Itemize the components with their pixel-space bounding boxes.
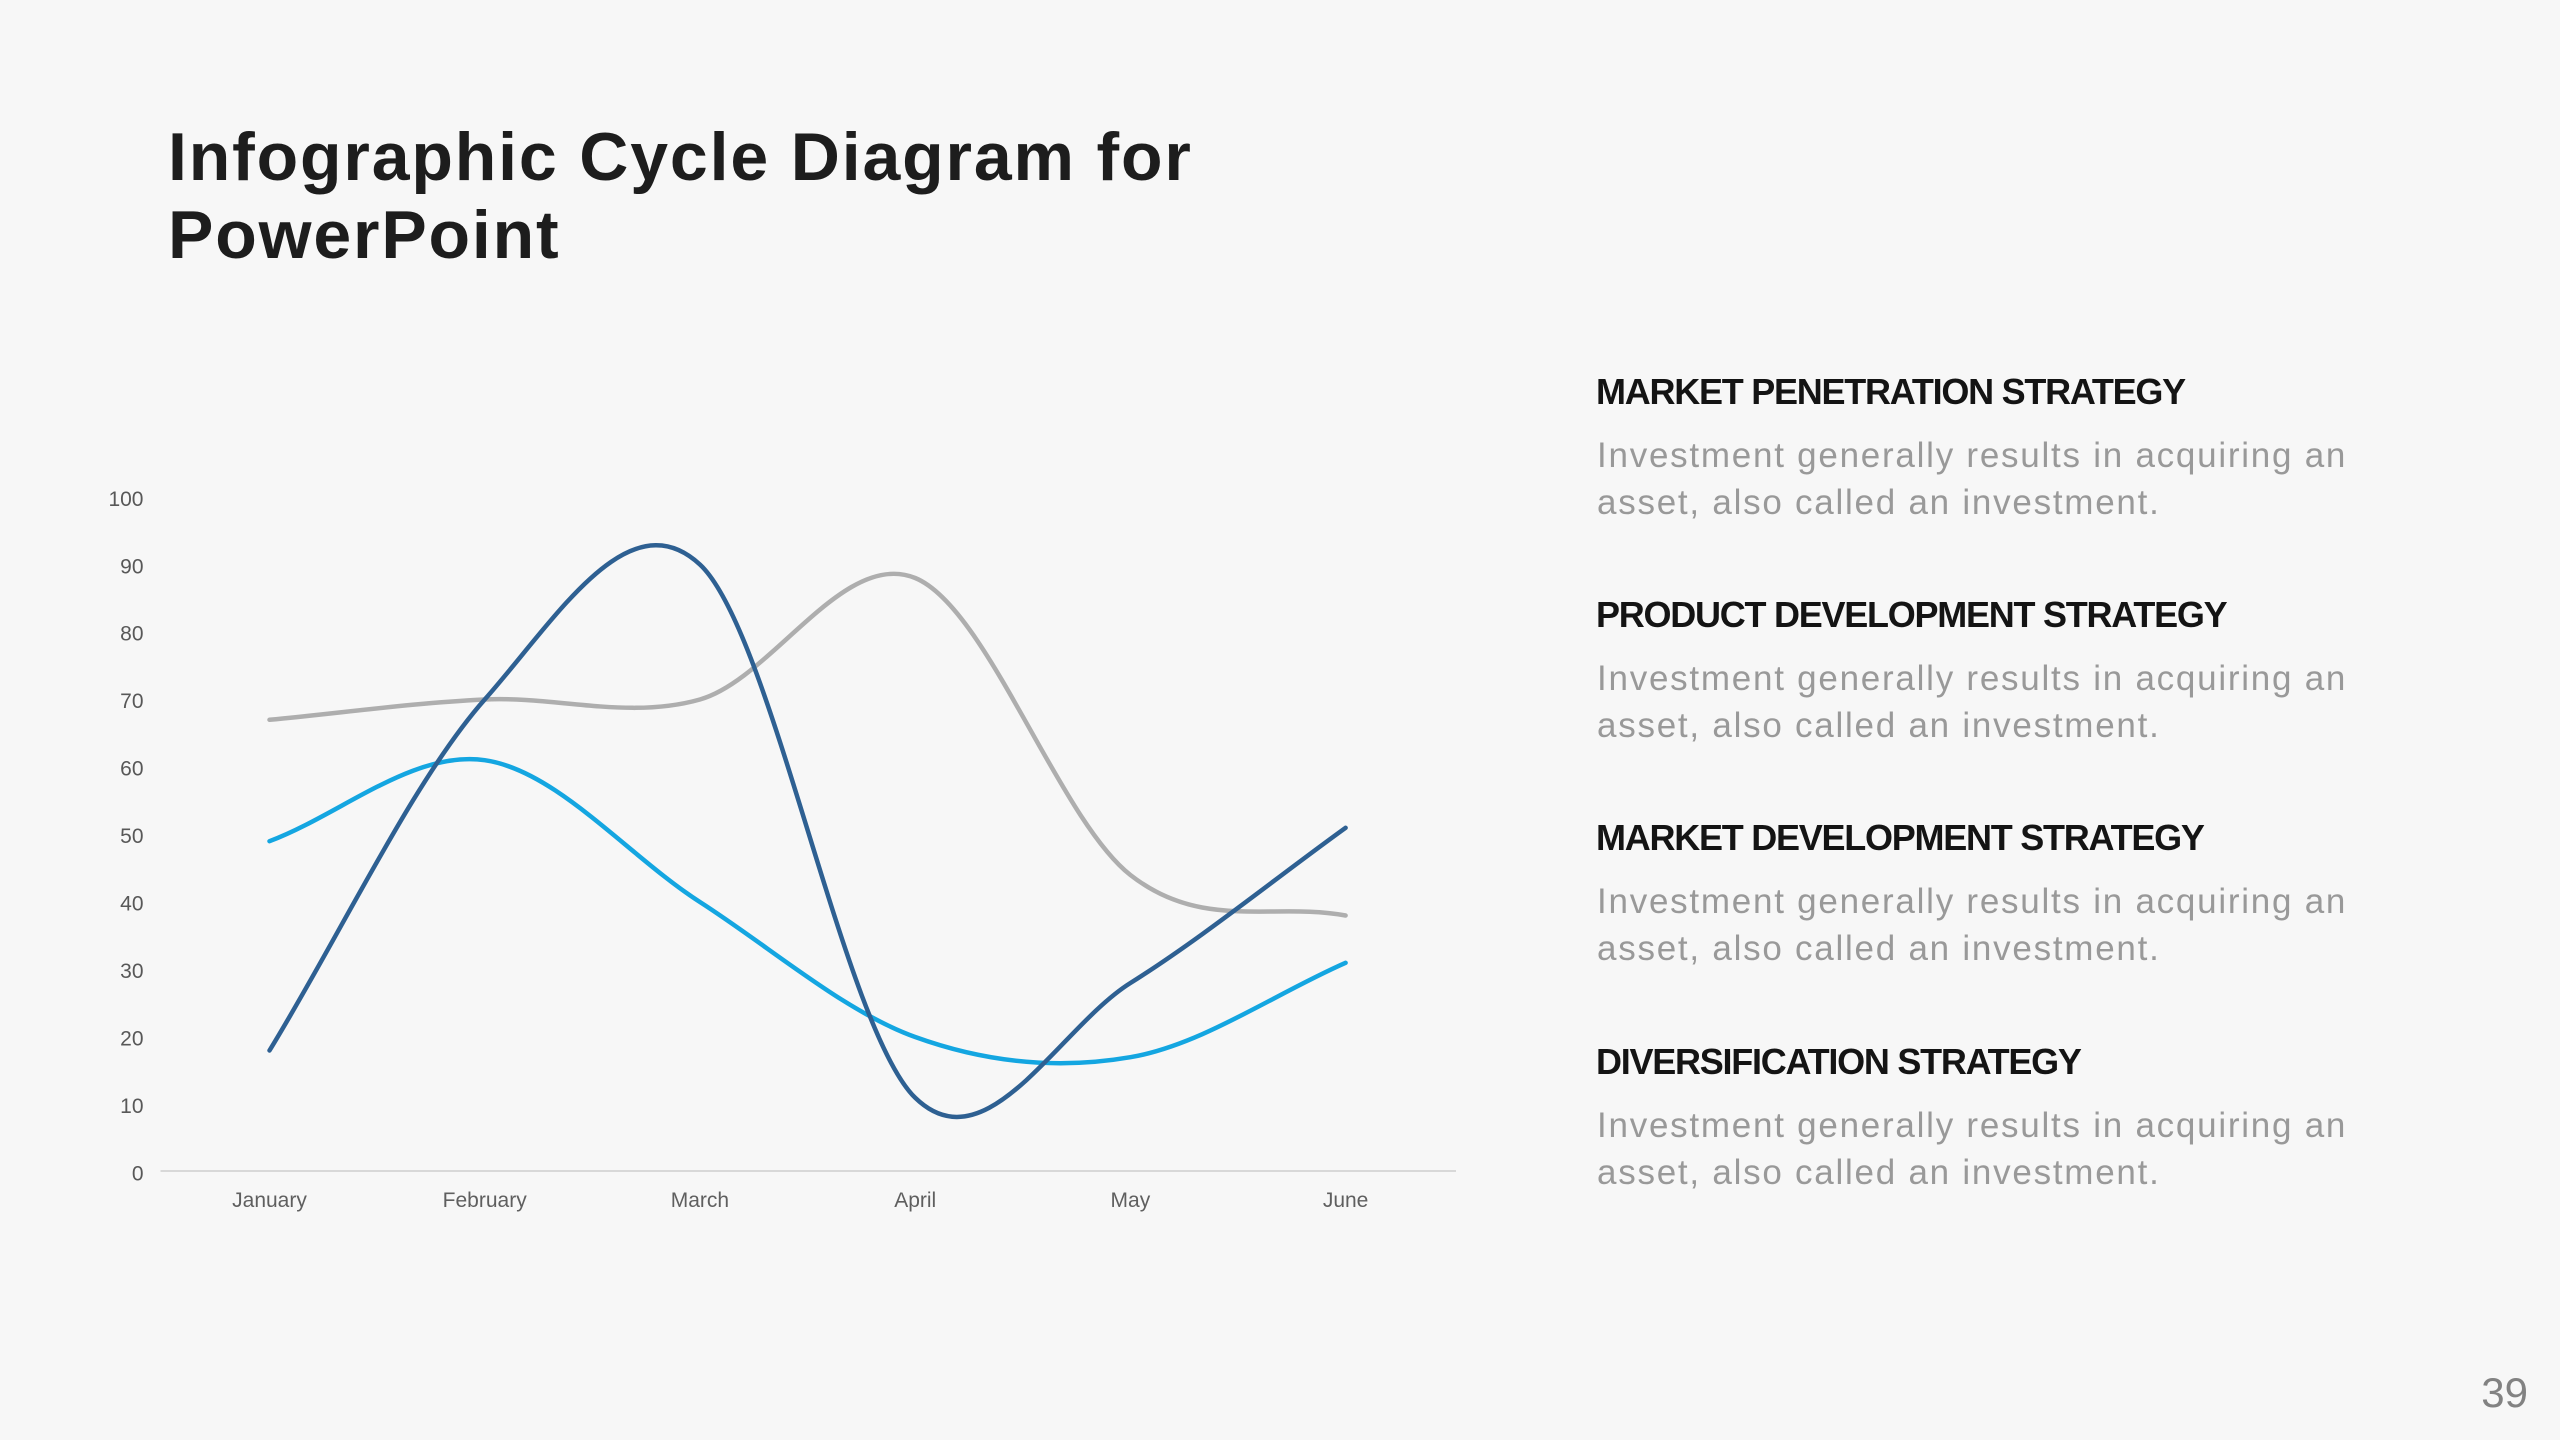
- svg-text:May: May: [1111, 1189, 1151, 1212]
- svg-text:30: 30: [120, 960, 143, 983]
- svg-text:100: 100: [108, 488, 143, 511]
- svg-text:February: February: [443, 1189, 528, 1212]
- svg-text:50: 50: [120, 825, 143, 848]
- svg-text:60: 60: [120, 758, 143, 781]
- svg-text:January: January: [232, 1189, 307, 1212]
- svg-text:10: 10: [120, 1095, 143, 1118]
- svg-text:70: 70: [120, 690, 143, 713]
- svg-text:90: 90: [120, 555, 143, 578]
- svg-text:80: 80: [120, 623, 143, 646]
- svg-text:March: March: [671, 1189, 729, 1212]
- svg-text:40: 40: [120, 893, 143, 916]
- svg-text:0: 0: [132, 1162, 144, 1185]
- svg-text:June: June: [1323, 1189, 1369, 1212]
- svg-text:20: 20: [120, 1028, 143, 1051]
- svg-text:April: April: [894, 1189, 936, 1212]
